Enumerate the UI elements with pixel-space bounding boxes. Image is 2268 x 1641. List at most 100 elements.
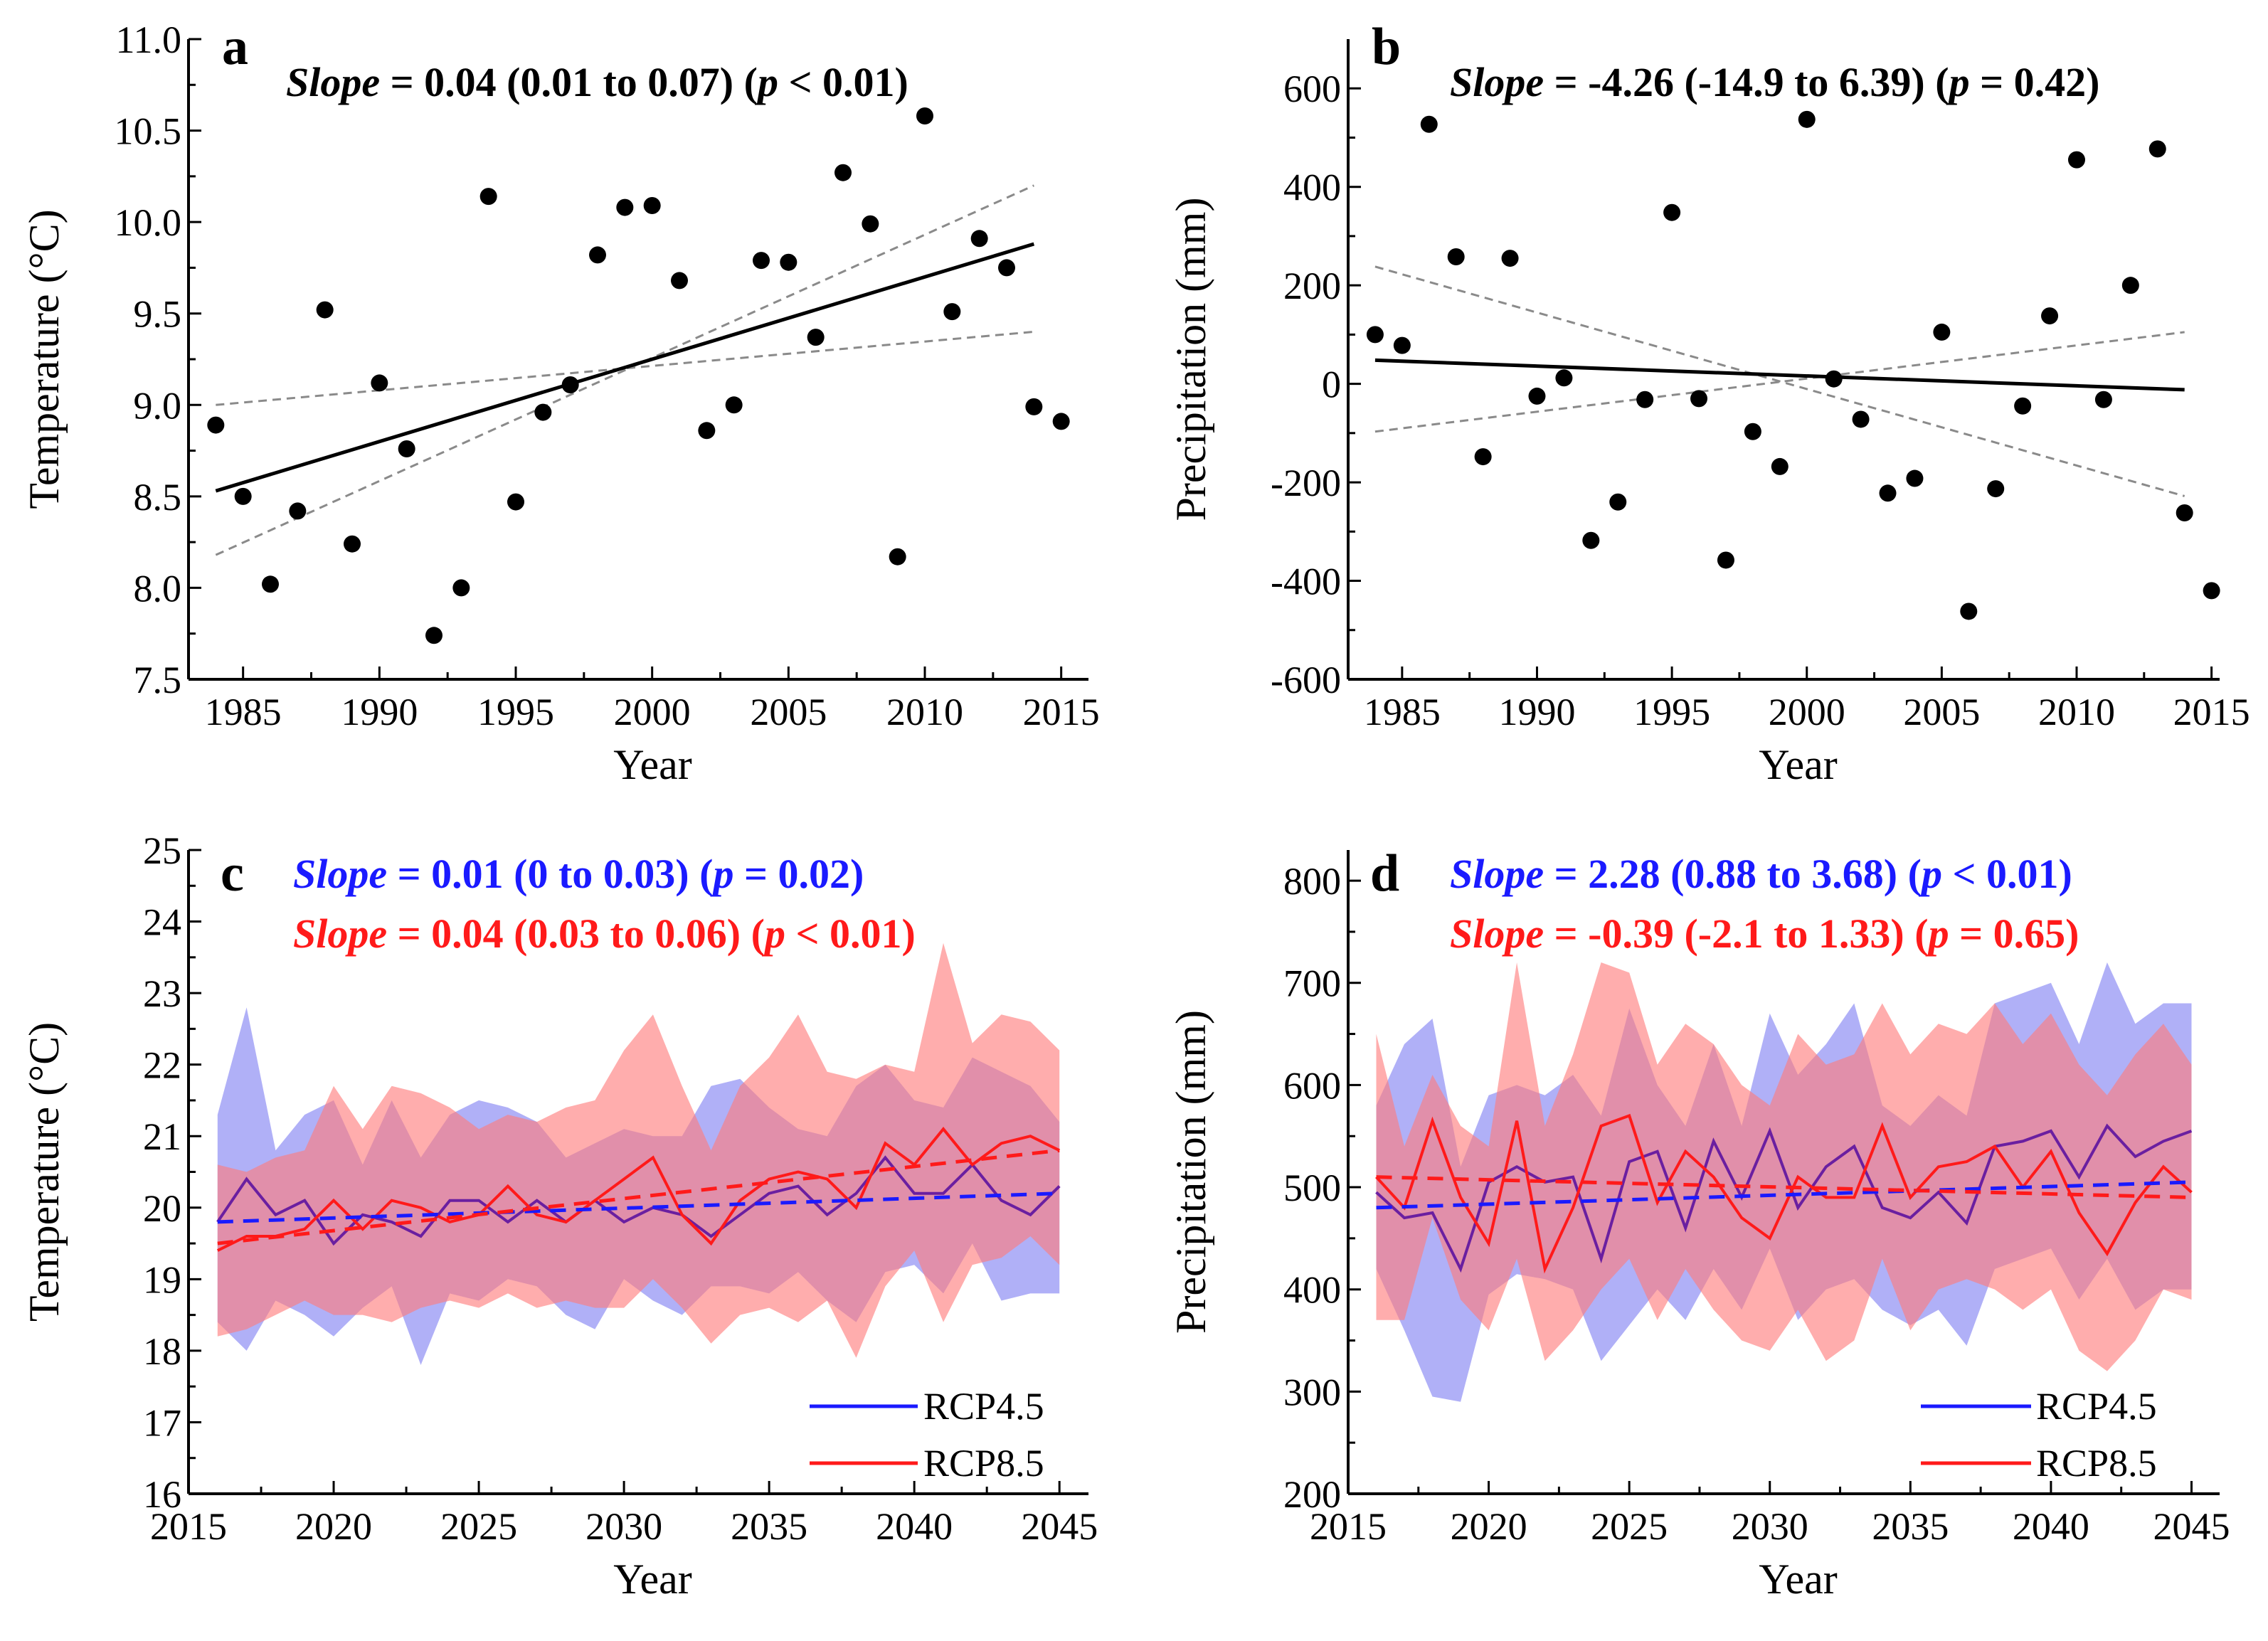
x-tick-label: 2020 bbox=[295, 1505, 372, 1548]
regression-line bbox=[1374, 358, 2185, 392]
y-tick-label: 700 bbox=[1283, 962, 1341, 1005]
data-point bbox=[371, 374, 388, 392]
panel-a-plot: 1985 1990 1995 2000 2005 2010 2015 7.5 8.0 8.5 9.0… bbox=[21, 18, 1100, 788]
data-point bbox=[1420, 115, 1438, 133]
series-line-rcp85 bbox=[1375, 1113, 2193, 1274]
slope-word: Slope bbox=[286, 59, 380, 105]
x-axis-title: Year bbox=[613, 741, 692, 788]
p-value: < 0.01) bbox=[1942, 851, 2072, 897]
confidence-line-1 bbox=[1374, 265, 2185, 497]
y-tick-label: 10.5 bbox=[115, 110, 182, 153]
y-tick-label: 23 bbox=[143, 972, 181, 1015]
y-tick-label: 17 bbox=[143, 1401, 181, 1444]
data-point bbox=[1501, 250, 1519, 267]
p-value: = 0.42) bbox=[1970, 59, 2100, 105]
p-symbol: p bbox=[1918, 851, 1942, 897]
y-axis-title: Temperature (°C) bbox=[21, 209, 68, 509]
panel-b-slope-text: Slope = -4.26 (-14.9 to 6.39) (p = 0.42) bbox=[1450, 59, 2099, 105]
x-tick-label: 2010 bbox=[2038, 691, 2115, 733]
y-tick-label: 300 bbox=[1283, 1371, 1341, 1413]
y-tick-label: 800 bbox=[1283, 860, 1341, 903]
y-tick-label: 8.5 bbox=[134, 476, 182, 519]
x-tick-label: 1985 bbox=[1364, 691, 1441, 733]
legend-label-rcp85: RCP8.5 bbox=[923, 1442, 1044, 1485]
series-line-rcp45 bbox=[1375, 1123, 2193, 1273]
data-point bbox=[2067, 151, 2085, 169]
data-point bbox=[262, 575, 279, 593]
panel-b-label: b bbox=[1372, 18, 1401, 76]
data-point bbox=[753, 252, 770, 270]
data-point bbox=[834, 164, 852, 181]
data-point bbox=[807, 329, 825, 346]
data-point bbox=[671, 272, 688, 290]
x-tick-label: 2040 bbox=[876, 1505, 953, 1548]
x-tick-label: 2040 bbox=[2013, 1505, 2089, 1548]
data-point bbox=[452, 579, 470, 597]
data-point bbox=[1717, 551, 1734, 569]
legend-label-rcp45: RCP4.5 bbox=[2036, 1385, 2157, 1428]
panel-a-label: a bbox=[222, 18, 248, 76]
y-tick-label: 10.0 bbox=[115, 201, 182, 244]
panel-a-slope-text: Slope = 0.04 (0.01 to 0.07) (p < 0.01) bbox=[286, 59, 908, 105]
data-point bbox=[780, 253, 797, 271]
data-point bbox=[1852, 410, 1870, 428]
data-point bbox=[1663, 203, 1681, 221]
y-tick-label: 600 bbox=[1283, 68, 1341, 110]
data-point bbox=[916, 107, 933, 124]
x-tick-label: 2015 bbox=[2173, 691, 2250, 733]
data-point bbox=[507, 493, 524, 511]
p-value: < 0.01) bbox=[785, 910, 916, 957]
data-point bbox=[1393, 336, 1411, 354]
p-symbol: p bbox=[761, 910, 785, 957]
trend-line-rcp85 bbox=[217, 1148, 1060, 1246]
x-tick-label: 2030 bbox=[585, 1505, 662, 1548]
y-tick-label: 8.0 bbox=[134, 567, 182, 610]
y-tick-label: -200 bbox=[1271, 462, 1341, 504]
y-axis-title: Temperature (°C) bbox=[21, 1022, 68, 1322]
x-tick-label: 2005 bbox=[1903, 691, 1980, 733]
data-point bbox=[889, 548, 906, 565]
panel-a-temperature-scatter: 1985 1990 1995 2000 2005 2010 2015 7.5 8.0 8.5 9.0… bbox=[21, 18, 1100, 788]
x-tick-label: 2035 bbox=[1872, 1505, 1949, 1548]
data-point bbox=[1052, 413, 1070, 430]
y-tick-label: 20 bbox=[143, 1187, 181, 1230]
data-point bbox=[1474, 448, 1492, 466]
y-tick-label: 200 bbox=[1283, 1473, 1341, 1516]
data-point bbox=[1636, 391, 1654, 408]
data-point bbox=[970, 230, 988, 248]
x-tick-label: 2045 bbox=[2153, 1505, 2230, 1548]
trend-line-rcp85 bbox=[1376, 1175, 2192, 1199]
confidence-line-2 bbox=[1374, 331, 2185, 433]
panel-c-slope-text-rcp85: Slope = 0.04 (0.03 to 0.06) (p < 0.01) bbox=[293, 910, 916, 957]
y-tick-label: 9.5 bbox=[134, 293, 182, 336]
data-point bbox=[1690, 390, 1708, 408]
series-line-rcp45 bbox=[216, 1155, 1061, 1246]
y-tick-label: 600 bbox=[1283, 1064, 1341, 1107]
x-tick-label: 2045 bbox=[1021, 1505, 1098, 1548]
data-point bbox=[1825, 370, 1843, 388]
data-point bbox=[1555, 369, 1573, 387]
data-point bbox=[862, 215, 879, 233]
x-tick-label: 2035 bbox=[731, 1505, 807, 1548]
panel-d-slope-text-rcp85: Slope = -0.39 (-2.1 to 1.33) (p = 0.65) bbox=[1450, 910, 2079, 957]
x-tick-label: 2005 bbox=[750, 691, 827, 733]
data-point bbox=[998, 259, 1015, 277]
data-point bbox=[2041, 307, 2059, 325]
slope-word: Slope bbox=[293, 851, 387, 897]
y-tick-label: 18 bbox=[143, 1330, 181, 1373]
slope-values: = 0.04 (0.01 to 0.07) ( bbox=[380, 59, 758, 105]
regression-line bbox=[215, 242, 1035, 493]
p-symbol: p bbox=[1946, 59, 1970, 105]
y-tick-label: 500 bbox=[1283, 1167, 1341, 1209]
x-tick-label: 1990 bbox=[1498, 691, 1575, 733]
data-point bbox=[589, 246, 606, 264]
data-point bbox=[2094, 391, 2112, 408]
p-symbol: p bbox=[1925, 910, 1949, 957]
x-tick-label: 2015 bbox=[1023, 691, 1100, 733]
data-point bbox=[698, 422, 716, 440]
legend-label-rcp45: RCP4.5 bbox=[923, 1385, 1044, 1428]
data-point bbox=[616, 198, 634, 216]
slope-word: Slope bbox=[1450, 851, 1544, 897]
slope-values: = -4.26 (-14.9 to 6.39) ( bbox=[1544, 59, 1949, 105]
y-tick-label: 0 bbox=[1322, 363, 1341, 406]
